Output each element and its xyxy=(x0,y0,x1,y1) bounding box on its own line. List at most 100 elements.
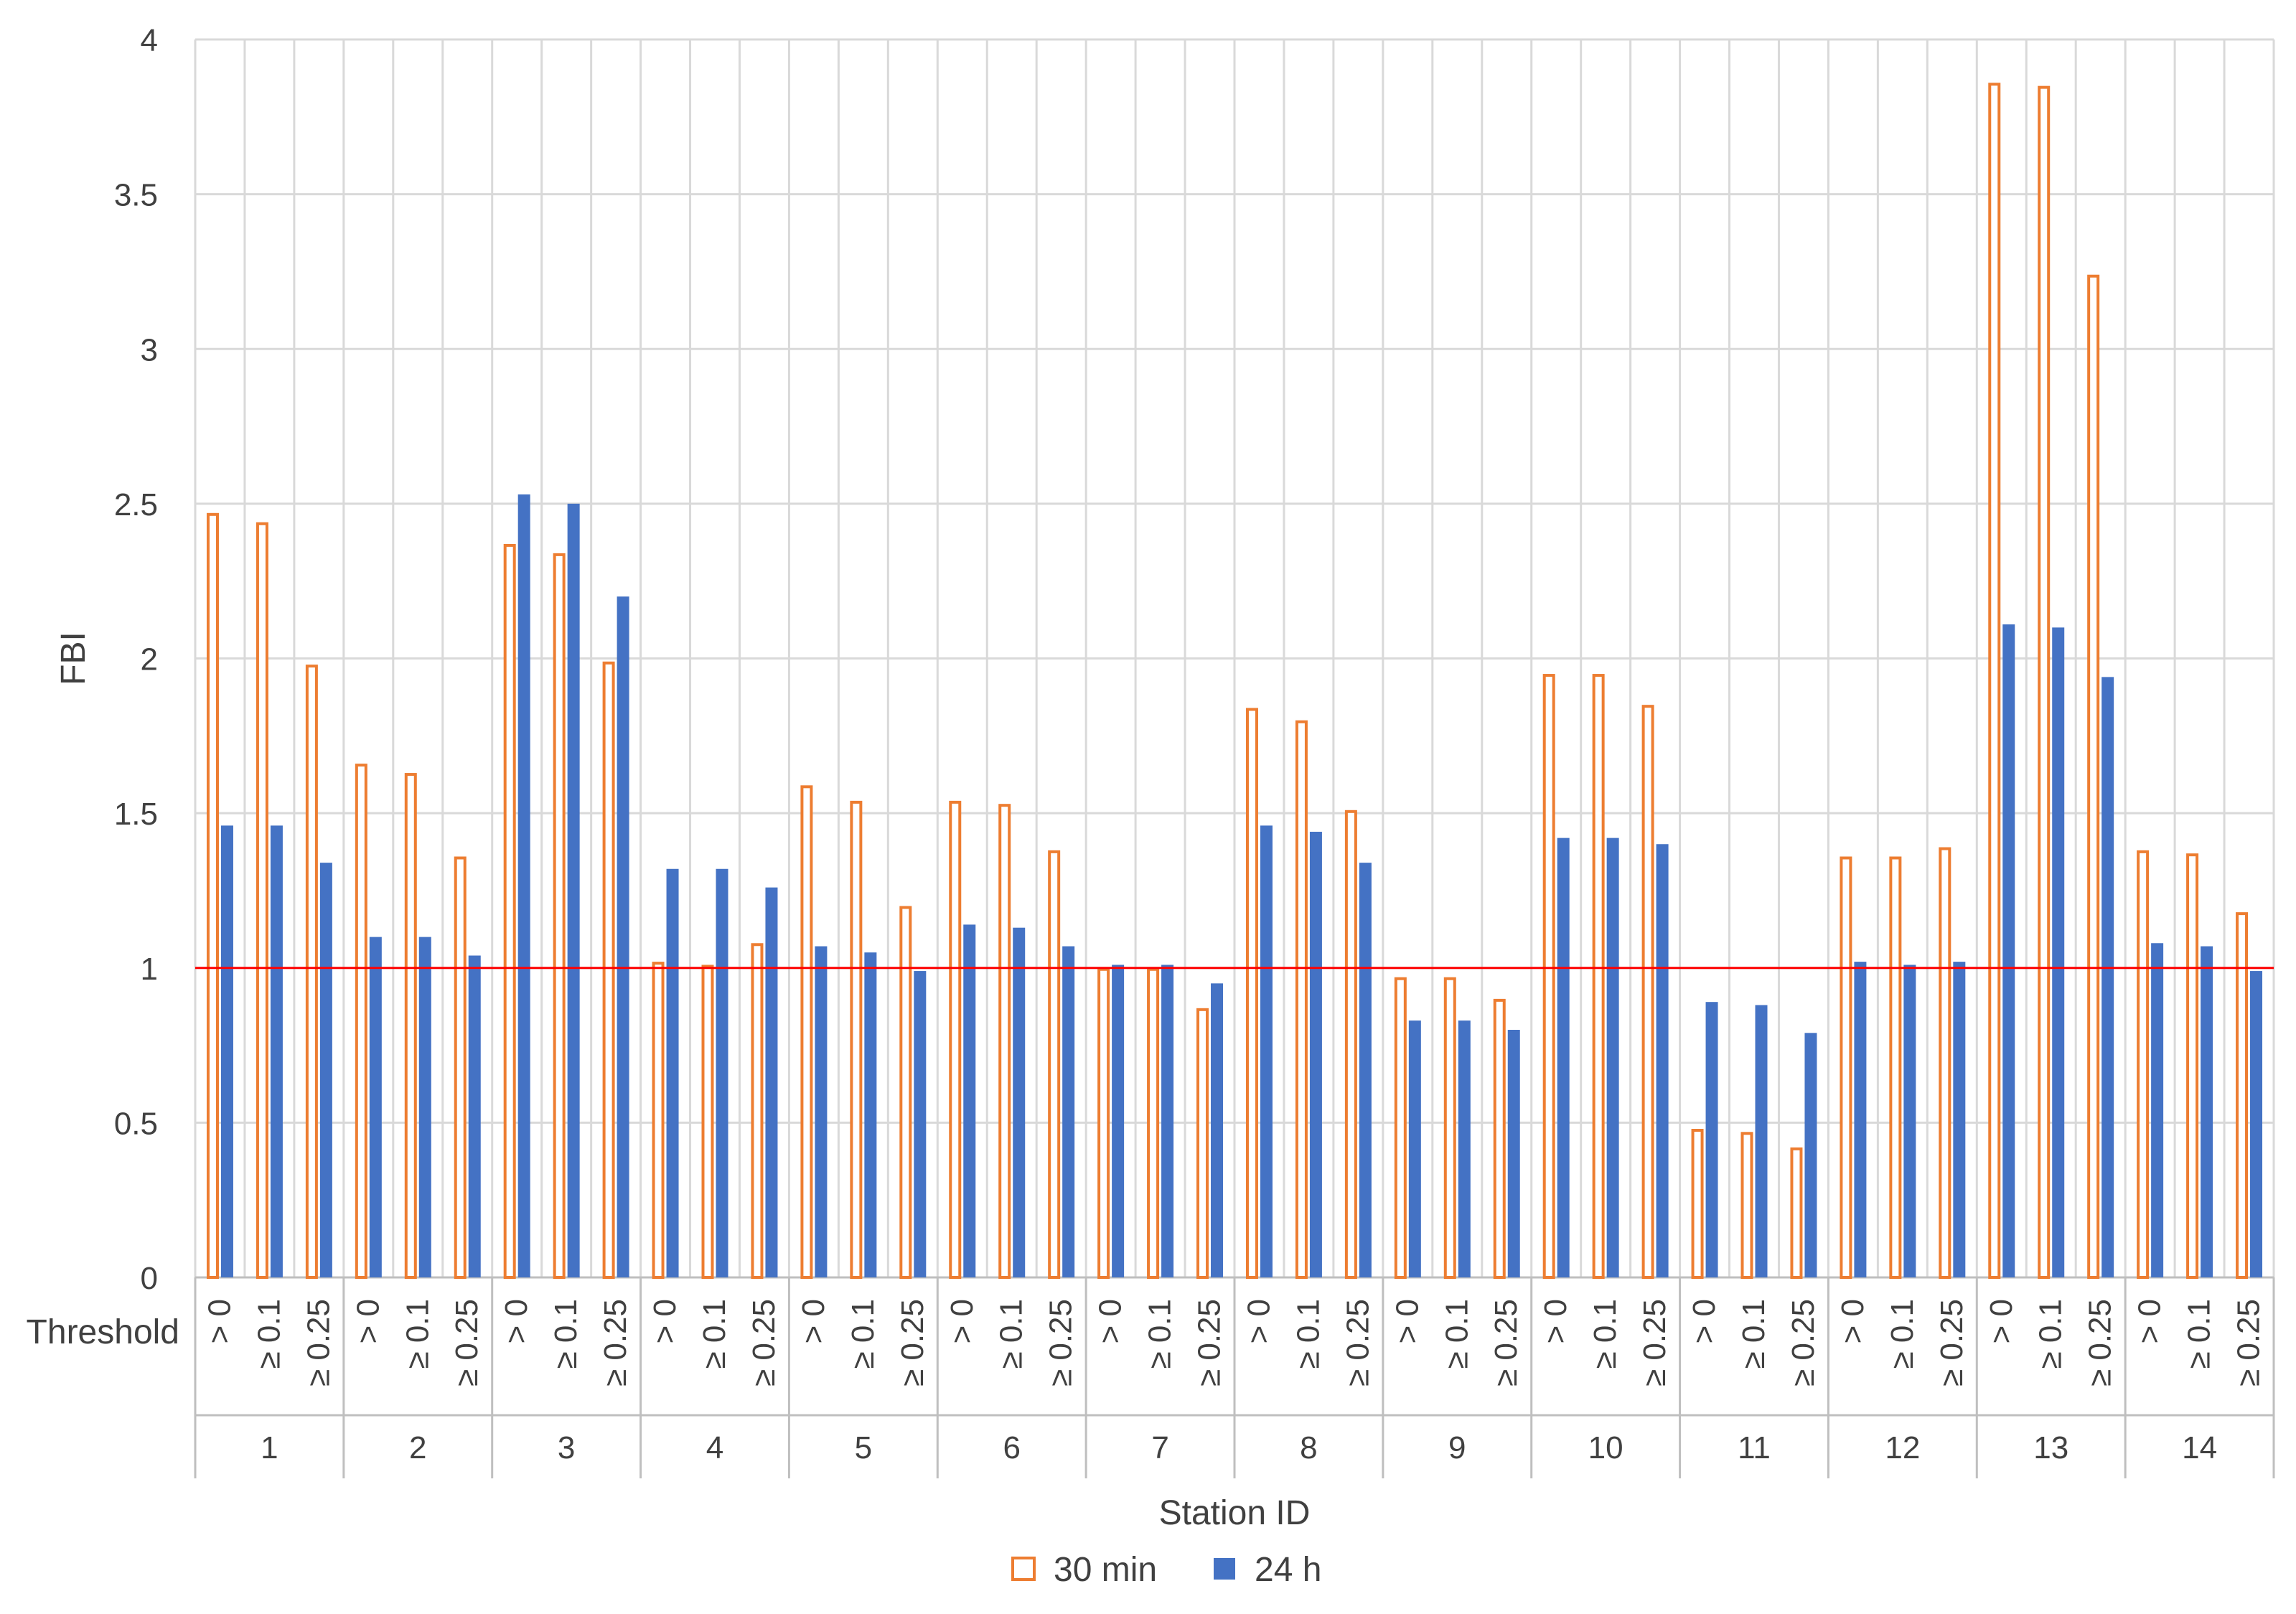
bar-24h xyxy=(765,887,778,1277)
bar-30min xyxy=(1295,720,1308,1279)
bar-30min xyxy=(1344,810,1357,1279)
y-tick-label: 2.5 xyxy=(114,487,158,522)
bar-30min xyxy=(503,543,516,1279)
station-tick-label: 6 xyxy=(1003,1430,1020,1465)
bar-layer xyxy=(206,83,2263,1279)
bar-24h xyxy=(220,825,233,1277)
station-tick-label: 8 xyxy=(1300,1430,1317,1465)
bar-24h xyxy=(1755,1005,1768,1277)
bar-30min xyxy=(1790,1147,1803,1279)
bar-30min xyxy=(1097,967,1110,1279)
label-layer: FBI Threshold Station ID xyxy=(27,632,1311,1532)
threshold-tick-label: ≥ 0.25 xyxy=(1786,1299,1821,1387)
threshold-tick-label: ≥ 0.1 xyxy=(845,1299,881,1369)
threshold-tick-label: > 0 xyxy=(1984,1299,2019,1343)
bar-24h xyxy=(517,494,530,1277)
threshold-tick-label: > 0 xyxy=(499,1299,534,1343)
threshold-tick-label: ≥ 0.1 xyxy=(1143,1299,1178,1369)
threshold-tick-label: ≥ 0.1 xyxy=(2033,1299,2068,1369)
threshold-tick-label: ≥ 0.1 xyxy=(1885,1299,1920,1369)
bar-24h xyxy=(1656,844,1669,1277)
bar-24h xyxy=(1705,1002,1718,1277)
threshold-tick-label: ≥ 0.25 xyxy=(598,1299,633,1387)
bar-30min xyxy=(2137,850,2150,1279)
bar-24h xyxy=(1260,825,1273,1277)
bar-30min xyxy=(256,522,268,1279)
legend-swatch-24h xyxy=(1214,1558,1235,1580)
bar-30min xyxy=(1939,847,1951,1279)
threshold-header-label: Threshold xyxy=(27,1313,179,1351)
bar-24h xyxy=(2101,677,2114,1277)
threshold-tick-label: > 0 xyxy=(350,1299,385,1343)
bar-24h xyxy=(815,946,828,1277)
threshold-tick-label: ≥ 0.1 xyxy=(400,1299,435,1369)
legend-label-30min: 30 min xyxy=(1054,1551,1157,1589)
y-tick-label: 3 xyxy=(141,332,158,367)
bar-24h xyxy=(1557,838,1570,1277)
station-tick-label: 13 xyxy=(2033,1430,2068,1465)
threshold-tick-label: ≥ 0.1 xyxy=(251,1299,286,1369)
y-tick-label: 0.5 xyxy=(114,1106,158,1141)
bar-24h xyxy=(319,863,332,1277)
threshold-tick-label: > 0 xyxy=(945,1299,980,1343)
y-tick-label: 1.5 xyxy=(114,797,158,832)
threshold-tick-label: ≥ 0.25 xyxy=(1340,1299,1375,1387)
bar-24h xyxy=(2002,624,2015,1277)
threshold-tick-label: ≥ 0.1 xyxy=(1736,1299,1771,1369)
threshold-tick-label: ≥ 0.25 xyxy=(1934,1299,1969,1387)
threshold-tick-label: ≥ 0.1 xyxy=(697,1299,732,1369)
bar-24h xyxy=(666,868,679,1277)
bar-30min xyxy=(454,856,467,1279)
bar-30min xyxy=(800,785,813,1279)
bar-24h xyxy=(617,596,629,1277)
threshold-tick-label: ≥ 0.25 xyxy=(1489,1299,1524,1387)
bar-24h xyxy=(1507,1030,1520,1277)
grid-layer xyxy=(194,38,2275,1277)
bar-30min xyxy=(1840,856,1852,1279)
x-axis-label: Station ID xyxy=(1159,1494,1311,1532)
threshold-tick-label: ≥ 0.25 xyxy=(746,1299,782,1387)
bar-24h xyxy=(1013,927,1026,1277)
bar-30min xyxy=(1196,1008,1209,1279)
threshold-tick-label: > 0 xyxy=(1390,1299,1425,1343)
threshold-tick-label: ≥ 0.25 xyxy=(1192,1299,1227,1387)
y-tick-label: 3.5 xyxy=(114,178,158,213)
bar-30min xyxy=(1048,850,1061,1279)
bar-24h xyxy=(1854,962,1867,1277)
threshold-tick-label: > 0 xyxy=(1538,1299,1573,1343)
bar-30min xyxy=(404,773,417,1279)
bar-24h xyxy=(1804,1033,1817,1277)
bar-30min xyxy=(2087,274,2100,1279)
threshold-tick-label: ≥ 0.25 xyxy=(1044,1299,1079,1387)
bar-30min xyxy=(1740,1132,1753,1279)
bar-24h xyxy=(1458,1021,1471,1277)
bar-30min xyxy=(1542,674,1555,1279)
threshold-tick-label: > 0 xyxy=(1835,1299,1870,1343)
bar-30min xyxy=(355,764,367,1279)
threshold-tick-label: ≥ 0.25 xyxy=(895,1299,930,1387)
station-tick-label: 11 xyxy=(1738,1430,1771,1465)
threshold-tick-label: ≥ 0.25 xyxy=(2231,1299,2267,1387)
station-tick-label: 5 xyxy=(855,1430,872,1465)
bar-24h xyxy=(963,924,976,1277)
threshold-tick-label: > 0 xyxy=(1687,1299,1722,1343)
bar-30min xyxy=(2236,912,2249,1279)
threshold-tick-label: > 0 xyxy=(647,1299,683,1343)
bar-30min xyxy=(1493,998,1506,1279)
threshold-tick-label: > 0 xyxy=(1241,1299,1276,1343)
bar-24h xyxy=(1161,965,1174,1277)
bar-30min xyxy=(1988,83,2001,1279)
station-tick-label: 9 xyxy=(1448,1430,1466,1465)
station-tick-label: 10 xyxy=(1588,1430,1623,1465)
bar-30min xyxy=(553,553,566,1279)
bar-24h xyxy=(1062,946,1075,1277)
threshold-tick-label: ≥ 0.25 xyxy=(2083,1299,2118,1387)
bar-30min xyxy=(1592,674,1605,1279)
threshold-tick-label: ≥ 0.1 xyxy=(1439,1299,1474,1369)
bar-24h xyxy=(864,952,877,1277)
y-tick-label: 2 xyxy=(141,642,158,677)
bar-30min xyxy=(652,962,665,1279)
bar-24h xyxy=(716,868,728,1277)
bar-24h xyxy=(2151,943,2164,1277)
bar-24h xyxy=(468,955,481,1277)
